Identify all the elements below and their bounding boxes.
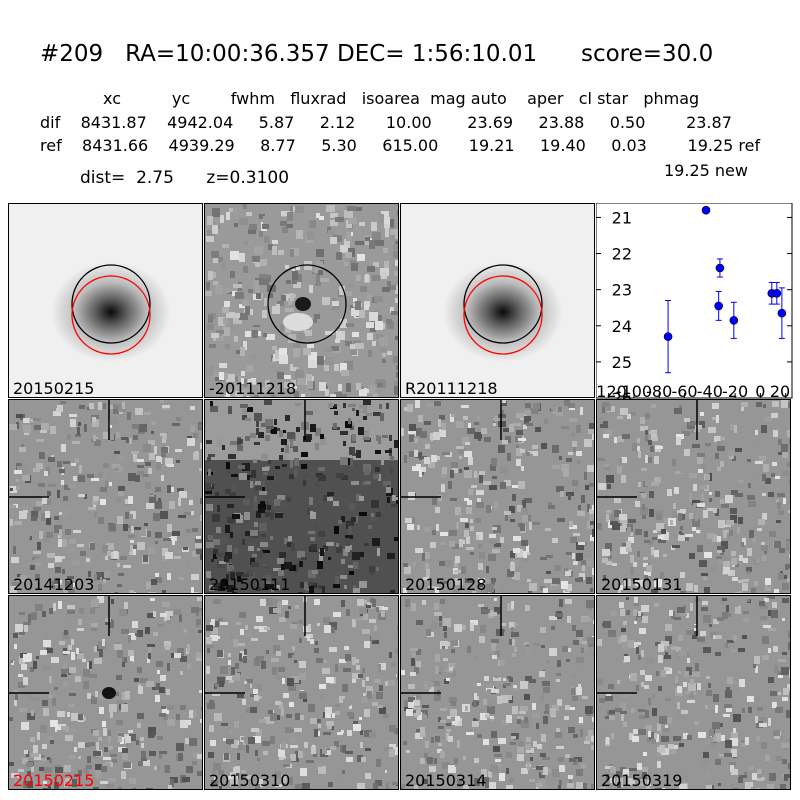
- y-tick-label: 25: [612, 353, 632, 372]
- y-tick-label: 24: [612, 317, 632, 336]
- data-point: [777, 308, 787, 318]
- history-image: [205, 596, 398, 789]
- history-image: [205, 400, 398, 593]
- galaxy-image: [401, 204, 594, 397]
- data-point: [714, 301, 723, 311]
- history-image: [597, 596, 790, 789]
- stamp-label: 20150128: [405, 575, 487, 594]
- x-tick-label: -40: [697, 382, 723, 401]
- x-tick-label: -100: [616, 382, 652, 401]
- stats-new-row: 19.25 new: [664, 161, 748, 180]
- stats-ref-row: ref 8431.66 4939.29 8.77 5.30 615.00 19.…: [40, 136, 761, 155]
- data-point: [715, 263, 725, 273]
- ref-circle: [267, 264, 347, 344]
- history-stamp[interactable]: 20150314: [400, 595, 595, 790]
- y-tick-label: 22: [612, 245, 632, 264]
- stats-dist-row: dist= 2.75 z=0.3100: [80, 168, 290, 188]
- new-circle: [463, 275, 543, 355]
- history-image: [401, 596, 594, 789]
- stamp-difference[interactable]: -20111218: [204, 203, 399, 398]
- x-tick-label: -120: [596, 382, 627, 401]
- x-tick-label: -80: [646, 382, 672, 401]
- stamp-label: 20150314: [405, 771, 487, 790]
- stamp-label: 20150215: [13, 379, 95, 398]
- data-point: [663, 332, 673, 341]
- history-stamp[interactable]: 20150310: [204, 595, 399, 790]
- x-tick-label: -20: [722, 382, 748, 401]
- chart-frame: [596, 203, 793, 399]
- data-point: [729, 316, 739, 325]
- history-stamp[interactable]: 20141203: [8, 399, 203, 594]
- stamp-label: 20150111: [209, 575, 291, 594]
- history-image: [401, 400, 594, 593]
- history-image: [9, 596, 202, 789]
- data-point: [772, 288, 782, 298]
- stamp-label: 20150131: [601, 575, 683, 594]
- stamp-label: -20111218: [209, 379, 297, 398]
- header-title: #209 RA=10:00:36.357 DEC= 1:56:10.01 sco…: [40, 41, 714, 67]
- stamp-label: 20141203: [13, 575, 95, 594]
- history-stamp[interactable]: 20150111: [204, 399, 399, 594]
- ref-circle: [463, 264, 543, 344]
- stamp-reference[interactable]: R20111218: [400, 203, 595, 398]
- stamp-label: 20150319: [601, 771, 683, 790]
- history-stamp[interactable]: 20150215: [8, 595, 203, 790]
- history-stamp[interactable]: 20150319: [596, 595, 791, 790]
- history-stamp[interactable]: 20150128: [400, 399, 595, 594]
- x-tick-label: 0: [755, 382, 765, 401]
- y-tick-label: 23: [612, 281, 632, 300]
- new-circle: [71, 275, 151, 355]
- galaxy-image: [9, 204, 202, 397]
- stamp-label: R20111218: [405, 379, 498, 398]
- x-tick-label: 20: [770, 382, 790, 401]
- stamp-label: 20150215: [13, 771, 95, 790]
- ref-circle: [71, 264, 151, 344]
- history-image: [597, 400, 790, 593]
- difference-image: [205, 204, 398, 397]
- y-tick-label: 21: [612, 208, 632, 227]
- stats-columns: xc yc fwhm fluxrad isoarea mag auto aper…: [103, 89, 700, 108]
- stamp-new[interactable]: 20150215: [8, 203, 203, 398]
- stats-dif-row: dif 8431.87 4942.04 5.87 2.12 10.00 23.6…: [40, 113, 732, 132]
- history-image: [9, 400, 202, 593]
- history-stamp[interactable]: 20150131: [596, 399, 791, 594]
- stamp-label: 20150310: [209, 771, 291, 790]
- data-point: [701, 205, 711, 215]
- x-tick-label: -60: [671, 382, 697, 401]
